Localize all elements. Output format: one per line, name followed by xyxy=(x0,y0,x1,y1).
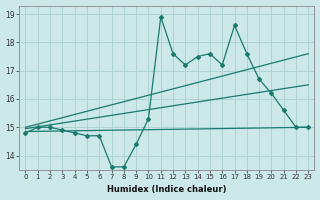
X-axis label: Humidex (Indice chaleur): Humidex (Indice chaleur) xyxy=(107,185,227,194)
